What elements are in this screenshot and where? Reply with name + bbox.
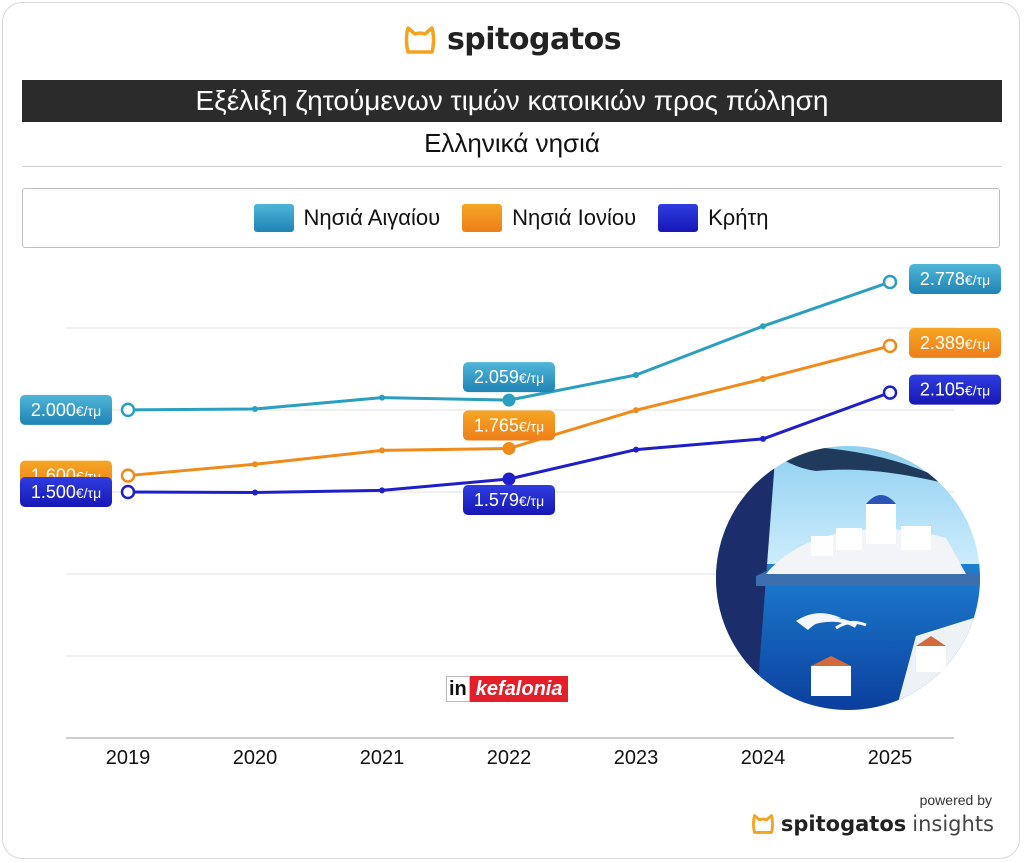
data-label: 1.579€/τμ (474, 490, 544, 510)
data-label-box (463, 410, 555, 441)
data-label-unit: €/τμ (519, 418, 544, 434)
data-label-box (909, 374, 1001, 405)
x-tick-label: 2024 (741, 747, 786, 769)
x-tick-label: 2022 (487, 747, 532, 769)
data-label: 2.105€/τμ (920, 380, 990, 400)
legend-swatch-ionian (462, 204, 503, 232)
legend-swatch-crete (658, 204, 699, 232)
data-point (760, 435, 766, 442)
data-point (633, 372, 639, 379)
data-point (120, 484, 136, 500)
x-tick-label: 2020 (233, 747, 278, 769)
legend-label-ionian: Νησιά Ιονίου (512, 205, 637, 230)
data-label-value: 2.000 (31, 400, 76, 420)
data-label-value: 2.059 (474, 367, 519, 387)
inkefalonia-prefix: in (446, 676, 470, 702)
data-label-box (909, 264, 1001, 294)
chart-subtitle: Ελληνικά νησιά (424, 128, 600, 158)
data-label-unit: €/τμ (76, 403, 101, 419)
brand-header: spitogatos (0, 22, 1024, 60)
data-label-box (463, 485, 555, 516)
data-label-unit: €/τμ (965, 383, 990, 399)
data-point (379, 447, 385, 454)
data-point (760, 323, 766, 330)
footer-brand-name: spitogatos (780, 812, 907, 836)
chart-title: Εξέλιξη ζητούμενων τιμών κατοικιών προς … (22, 80, 1002, 122)
inkefalonia-logo: in kefalonia (446, 676, 569, 702)
data-point (502, 441, 516, 455)
legend-item-ionian: Νησιά Ιονίου (462, 204, 636, 232)
island-illustration (716, 446, 980, 710)
inkefalonia-name: kefalonia (469, 676, 569, 702)
data-label-value: 2.105 (920, 380, 965, 400)
chart-legend: Νησιά Αιγαίου Νησιά Ιονίου Κρήτη (22, 188, 1000, 248)
data-point (882, 338, 898, 354)
data-point (633, 446, 639, 453)
powered-by-label: powered by (919, 792, 992, 808)
data-label: 2.000€/τμ (31, 400, 101, 420)
data-label: 2.059€/τμ (474, 367, 544, 387)
legend-swatch-aegean (253, 204, 294, 232)
data-point (120, 468, 136, 483)
brand-name: spitogatos (446, 22, 622, 57)
data-label-value: 1.500 (31, 482, 76, 502)
data-label: 1.765€/τμ (474, 415, 544, 435)
data-label-box (909, 327, 1001, 358)
data-label-unit: €/τμ (519, 493, 544, 509)
data-label-box (20, 477, 112, 507)
data-label-unit: €/τμ (965, 336, 990, 352)
legend-label-crete: Κρήτη (708, 205, 769, 230)
data-point (760, 375, 766, 382)
cat-logo-icon (751, 814, 774, 834)
data-point (252, 406, 258, 413)
data-label: 2.389€/τμ (920, 333, 990, 353)
data-label-value: 2.778 (920, 269, 965, 289)
data-label-unit: €/τμ (76, 485, 101, 501)
x-tick-label: 2025 (868, 747, 913, 769)
data-label: 1.500€/τμ (31, 482, 101, 502)
data-point (120, 402, 136, 418)
data-point (882, 385, 898, 400)
data-label: 2.778€/τμ (920, 269, 990, 289)
cat-logo-icon (404, 25, 436, 54)
data-label-unit: €/τμ (519, 370, 544, 386)
x-tick-label: 2023 (614, 747, 659, 769)
data-label-unit: €/τμ (965, 272, 990, 288)
data-point (379, 394, 385, 401)
data-point (882, 274, 898, 290)
data-point (252, 489, 258, 496)
subtitle-divider (22, 166, 1002, 167)
legend-item-crete: Κρήτη (658, 204, 768, 232)
data-label-box (463, 362, 555, 393)
data-point (633, 407, 639, 414)
data-point (502, 393, 516, 407)
x-tick-label: 2021 (360, 747, 405, 769)
data-label-value: 2.389 (920, 333, 965, 353)
legend-label-aegean: Νησιά Αιγαίου (303, 205, 441, 230)
footer-brand-suffix: insights (912, 812, 994, 836)
data-label-value: 1.579 (474, 490, 519, 510)
x-tick-label: 2019 (106, 747, 151, 769)
data-point (379, 487, 385, 494)
footer-brand: spitogatos insights (751, 812, 994, 836)
data-label-value: 1.765 (474, 415, 519, 435)
data-point (252, 461, 258, 468)
data-point (502, 472, 516, 486)
data-label-box (20, 394, 112, 425)
legend-item-aegean: Νησιά Αιγαίου (253, 204, 441, 232)
